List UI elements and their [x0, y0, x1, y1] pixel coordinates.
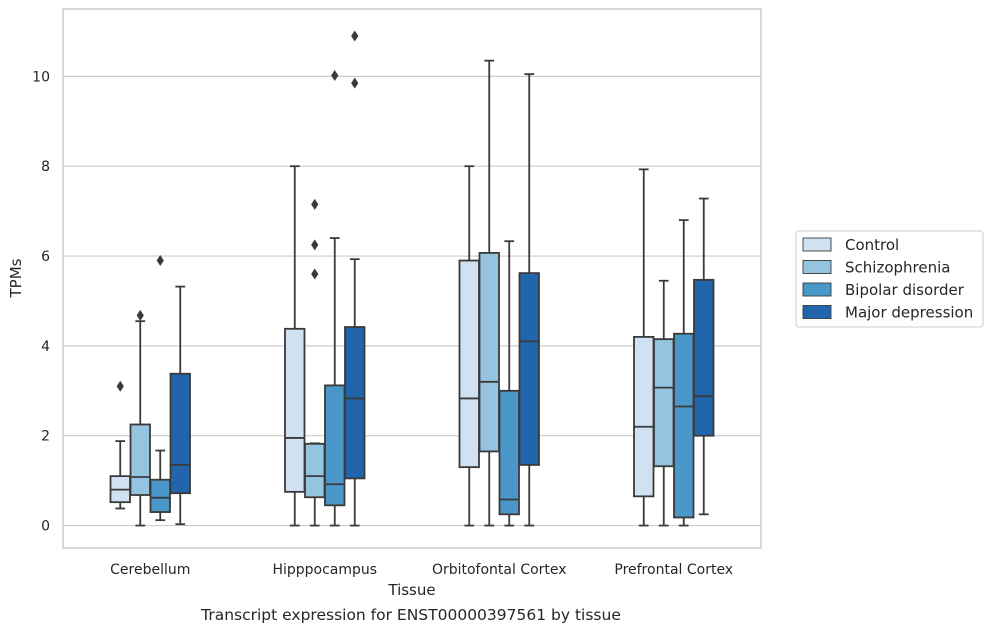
- outlier-marker: [331, 69, 339, 81]
- box-schizophrenia: [129, 309, 151, 527]
- box-iqr: [498, 389, 520, 516]
- y-tick-label: 6: [41, 249, 50, 265]
- box-iqr: [653, 338, 675, 468]
- y-tick-label: 10: [32, 69, 50, 85]
- box-schizophrenia: [653, 279, 675, 527]
- box-schizophrenia: [304, 198, 326, 527]
- x-tick-label: Prefrontal Cortex: [614, 562, 733, 578]
- box-iqr: [693, 278, 715, 437]
- box-control: [458, 165, 480, 527]
- box-iqr: [149, 478, 171, 513]
- box-major-depression: [518, 73, 540, 527]
- legend-label: Major depression: [845, 304, 973, 322]
- y-tick-label: 4: [41, 339, 50, 355]
- box-major-depression: [693, 197, 715, 516]
- box-iqr: [673, 332, 695, 519]
- legend-label: Control: [845, 236, 899, 254]
- box-iqr: [344, 326, 366, 480]
- box-iqr: [284, 327, 306, 493]
- outlier-marker: [156, 255, 164, 267]
- box-bipolar-disorder: [498, 240, 520, 527]
- x-tick-label: Cerebellum: [110, 562, 190, 578]
- y-axis-label: TPMs: [7, 258, 25, 298]
- legend-swatch: [802, 237, 832, 252]
- box-major-depression: [344, 30, 366, 527]
- box-schizophrenia: [478, 59, 500, 527]
- y-tick-label: 8: [41, 159, 50, 175]
- x-tick-label: Orbitofontal Cortex: [432, 562, 567, 578]
- x-axis-label: Tissue: [387, 581, 435, 599]
- y-tick-label: 2: [41, 429, 50, 445]
- box-iqr: [169, 372, 191, 495]
- legend: Control Schizophrenia Bipolar disorder Majo…: [795, 230, 984, 328]
- outlier-marker: [311, 268, 319, 280]
- box-bipolar-disorder: [149, 255, 171, 522]
- box-bipolar-disorder: [673, 219, 695, 527]
- y-tick-label: 0: [41, 519, 50, 535]
- outlier-marker: [311, 198, 319, 210]
- box-iqr: [304, 442, 326, 499]
- box-iqr: [129, 423, 151, 496]
- boxes: [109, 30, 715, 527]
- plot-frame: [62, 8, 762, 549]
- outlier-marker: [116, 380, 124, 392]
- legend-swatch: [802, 305, 832, 319]
- x-axis-ticks: Cerebellum Hipppocampus Orbitofontal Corte…: [110, 562, 733, 578]
- box-iqr: [478, 251, 500, 453]
- box-iqr: [458, 259, 480, 469]
- outlier-marker: [351, 77, 359, 89]
- legend-label: Bipolar disorder: [845, 281, 965, 299]
- outlier-marker: [311, 239, 319, 251]
- x-tick-label: Hipppocampus: [272, 562, 377, 578]
- legend-swatch: [802, 282, 832, 297]
- box-control: [284, 165, 306, 527]
- outlier-marker: [136, 309, 144, 321]
- y-axis-ticks: 0 2 4 6 8 10: [32, 69, 50, 534]
- legend-frame: [795, 230, 984, 328]
- box-major-depression: [169, 285, 191, 526]
- legend-label: Schizophrenia: [845, 259, 950, 277]
- box-control: [109, 380, 131, 510]
- box-iqr: [633, 335, 655, 498]
- legend-swatch: [802, 260, 832, 274]
- box-iqr: [324, 384, 346, 507]
- box-control: [633, 168, 655, 527]
- box-bipolar-disorder: [324, 69, 346, 527]
- figure-caption: Transcript expression for ENST0000039756…: [201, 606, 621, 624]
- outlier-marker: [351, 30, 359, 42]
- box-iqr: [518, 272, 540, 466]
